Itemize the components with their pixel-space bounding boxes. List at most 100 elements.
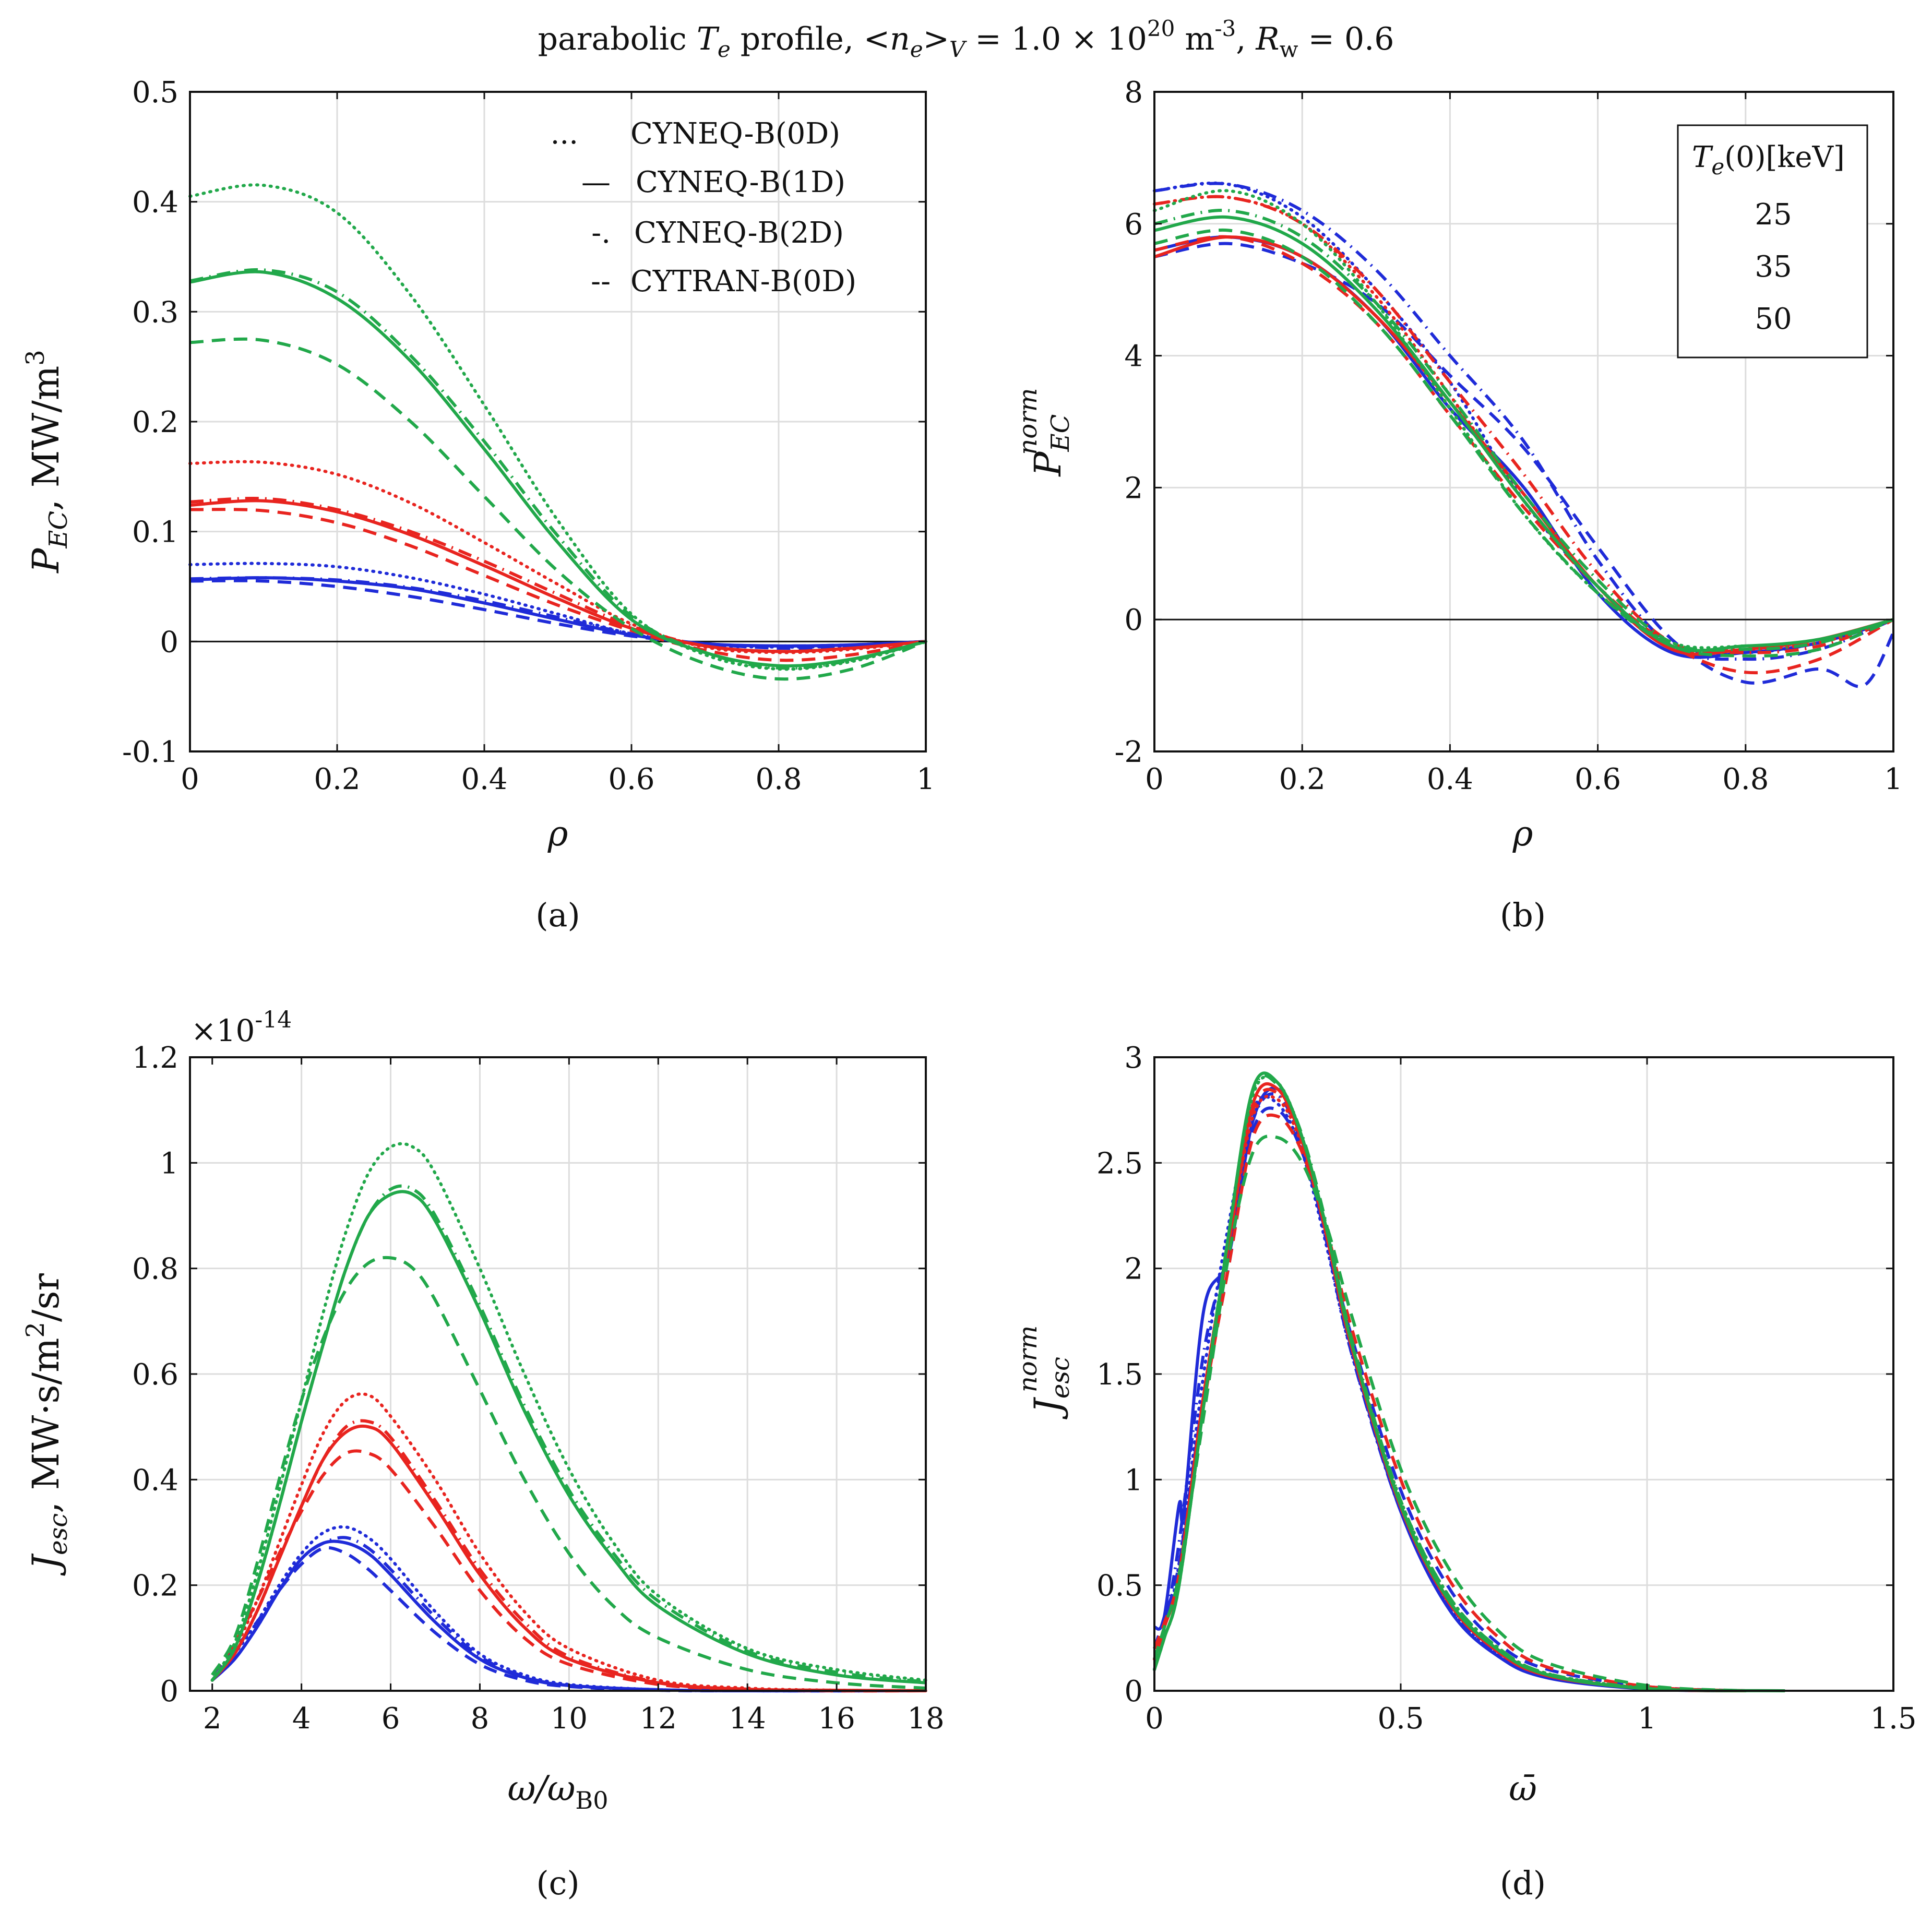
panel-b-x-tick-label: 0.2 (1279, 762, 1326, 796)
panel-b-series-t25-dash (1154, 242, 1895, 688)
panel-a-y-axis-title: PEC, MW/m3 (21, 350, 73, 574)
panel-d-y-tick-label: 2.5 (1096, 1146, 1143, 1180)
panel-a-series-t25-dash (189, 579, 926, 650)
panel-b-x-tick-label: 0.8 (1722, 762, 1769, 796)
panel-c: 2 4 6 8 10 12 14 16 18 0 0.2 0.4 0.6 0.8 1 1.2 ×10-14 ω… (21, 1007, 945, 1902)
panel-d-y-tick-label: 3 (1124, 1041, 1143, 1075)
panel-d-y-tick-label: 1 (1124, 1463, 1143, 1497)
temperature-legend-50: 50 (1755, 302, 1792, 336)
panel-a-series (188, 183, 927, 681)
panel-b-axes-frame (1153, 91, 1894, 753)
panel-b-y-axis-title: PECnorm (1013, 388, 1075, 477)
panel-a-y-tick-label: 0.1 (132, 516, 178, 550)
panel-b-series-t50-dash (1154, 228, 1894, 658)
panel-d-x-tick-label: 0 (1145, 1702, 1164, 1736)
panel-d-label: (d) (1500, 1864, 1546, 1902)
panel-b-y-tick-label: 6 (1124, 208, 1143, 242)
panel-c-y-tick-label: 1.2 (132, 1041, 178, 1075)
panel-a-series-t25-solid (189, 576, 926, 648)
panel-b-x-axis-title: ρ (1512, 814, 1533, 854)
panel-c-x-tick-label: 12 (640, 1702, 677, 1736)
panel-c-series-t35-dash (211, 1449, 926, 1693)
panel-d: 0 0.5 1 1.5 0 0.5 1 1.5 2 2.5 3 ω̄ Jescnorm (d) (1013, 1041, 1917, 1902)
panel-c-y-axis-title: Jesc, MW·s/m2/sr (21, 1273, 73, 1576)
style-legend-label-0: CYNEQ-B(0D) (630, 117, 840, 151)
panel-c-series-t50-dashdot (211, 1184, 926, 1683)
panel-c-x-tick-label: 10 (551, 1702, 588, 1736)
panel-c-x-tick-label: 4 (292, 1702, 311, 1736)
panel-a-series-t50-solid (189, 270, 926, 668)
panel-c-x-axis-title: ω/ωB0 (508, 1769, 609, 1814)
panel-d-x-tick-label: 1.5 (1870, 1702, 1916, 1736)
panel-a-series-t35-dot (188, 460, 927, 654)
panel-a-x-tick-label: 0.8 (755, 762, 802, 796)
panel-a-x-tick-label: 0.4 (461, 762, 507, 796)
panel-a-series-t25-dashdot (189, 576, 926, 648)
panel-d-grid (1154, 1057, 1893, 1691)
panel-d-ticks: 0 0.5 1 1.5 0 0.5 1 1.5 2 2.5 3 (1096, 1041, 1917, 1736)
panel-d-x-axis-title: ω̄ (1509, 1769, 1537, 1809)
panel-b-x-tick-label: 0 (1145, 762, 1164, 796)
panel-b-series (1153, 181, 1895, 688)
panel-d-y-tick-label: 0 (1124, 1675, 1143, 1709)
style-legend-label-3: CYTRAN-B(0D) (630, 265, 856, 298)
panel-c-x-tick-label: 6 (381, 1702, 400, 1736)
panel-c-ticks: 2 4 6 8 10 12 14 16 18 0 0.2 0.4 0.6 0.8 1 1.2 (132, 1041, 945, 1736)
panel-a-x-tick-label: 1 (916, 762, 935, 796)
panel-d-x-tick-label: 1 (1638, 1702, 1656, 1736)
panel-c-x-tick-label: 2 (203, 1702, 222, 1736)
panel-a-y-tick-label: 0 (160, 625, 178, 659)
figure-title: parabolic Te profile, <ne>V = 1.0 × 1020… (538, 16, 1394, 62)
panel-b-y-tick-label: 0 (1124, 603, 1143, 637)
panel-b-y-tick-label: 8 (1124, 76, 1143, 110)
panel-b-series-t50-solid (1154, 215, 1894, 652)
panel-d-series-t50-dash (1153, 1134, 1746, 1692)
panel-b-label: (b) (1500, 896, 1546, 934)
panel-a-y-tick-label: 0.5 (132, 76, 178, 110)
panel-b-y-tick-label: 2 (1124, 471, 1143, 505)
panel-a-y-tick-label: -0.1 (122, 735, 178, 769)
temperature-legend-box (1677, 124, 1868, 359)
panel-c-x-tick-label: 8 (471, 1702, 490, 1736)
panel-b-y-tick-label: -2 (1114, 735, 1143, 769)
panel-a-y-tick-label: 0.4 (132, 186, 178, 220)
panel-c-y-tick-label: 0.2 (132, 1569, 178, 1603)
style-legend-sample-2: -. (591, 216, 611, 250)
panel-c-y-tick-label: 0.4 (132, 1463, 178, 1497)
temperature-legend-title: Te(0)[keV] (1692, 140, 1845, 180)
style-legend-label-2: CYNEQ-B(2D) (634, 216, 844, 250)
panel-c-y-tick-label: 0.6 (132, 1358, 178, 1392)
panel-d-series (1153, 1071, 1785, 1692)
panel-b-series-t25-dashdot (1154, 182, 1894, 661)
panel-d-y-axis-title: Jescnorm (1013, 1325, 1075, 1419)
panel-a-x-tick-label: 0 (181, 762, 199, 796)
panel-d-x-tick-label: 0.5 (1377, 1702, 1424, 1736)
panel-a-y-tick-label: 0.2 (132, 405, 178, 439)
panel-a-label: (a) (535, 896, 580, 934)
panel-a-x-tick-label: 0.6 (608, 762, 654, 796)
panel-c-x-tick-label: 14 (729, 1702, 766, 1736)
panel-b-series-t35-dashdot (1154, 195, 1894, 654)
style-legend-sample-0: ... (551, 117, 578, 151)
panel-c-series-t50-dash (211, 1256, 926, 1690)
panel-a-series-t50-dashdot (189, 268, 926, 670)
panel-a-ticks: 0 0.2 0.4 0.6 0.8 1-0.100.10.20.30.40.5 (122, 76, 935, 796)
style-legend-sample-1: — (581, 165, 611, 199)
panel-c-y-tick-label: 0 (160, 1675, 178, 1709)
panel-d-y-tick-label: 0.5 (1096, 1569, 1143, 1603)
panel-b-x-tick-label: 0.6 (1575, 762, 1621, 796)
panel-a-series-t50-dash (189, 337, 927, 681)
temperature-legend: Te(0)[keV] 25 35 50 (1677, 124, 1868, 359)
panel-a-series-t50-dot (188, 183, 927, 671)
temperature-legend-35: 35 (1755, 250, 1792, 284)
panel-c-series-t50-dot (210, 1142, 927, 1682)
panel-c-y-tick-label: 0.8 (132, 1252, 178, 1286)
panel-b-series-t35-dash (1154, 235, 1894, 675)
panel-c-x-tick-label: 16 (818, 1702, 855, 1736)
panel-a-series-t35-dash (189, 508, 926, 662)
panel-c-grid (190, 1057, 926, 1691)
panel-b-x-tick-label: 1 (1884, 762, 1903, 796)
